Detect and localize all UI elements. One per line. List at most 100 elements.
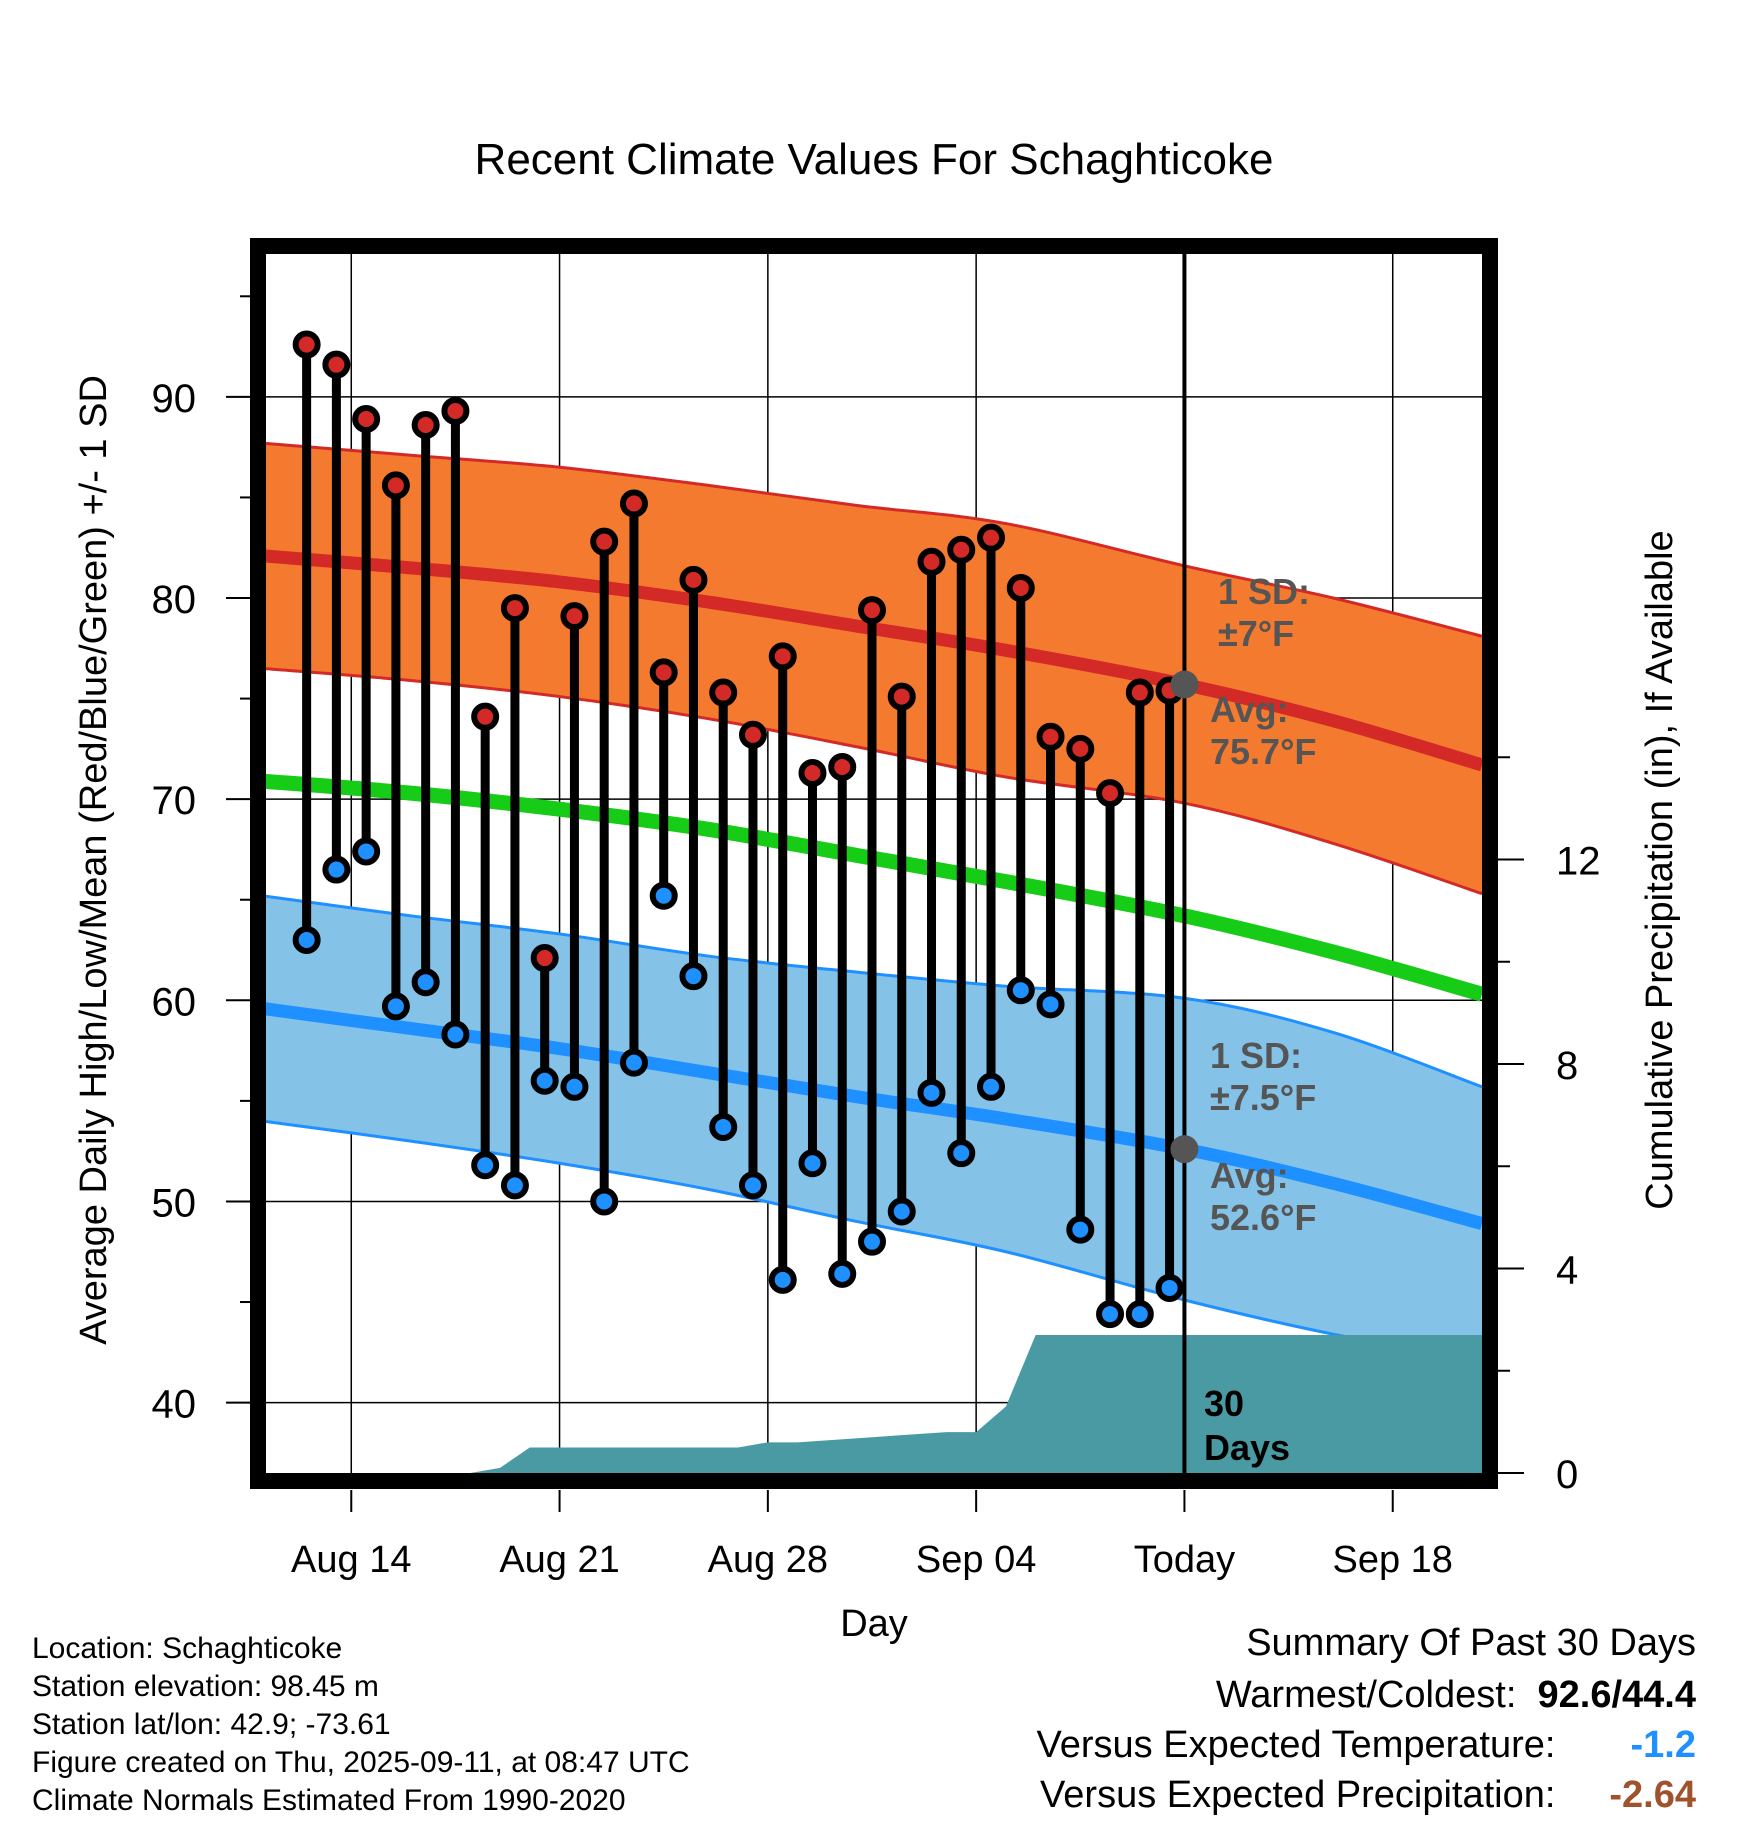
high-sd-annotation-value: ±7°F bbox=[1218, 613, 1294, 654]
y2-axis-label: Cumulative Precipitation (in), If Availa… bbox=[1639, 530, 1681, 1209]
y-axis-label: Average Daily High/Low/Mean (Red/Blue/Gr… bbox=[73, 375, 115, 1345]
info-latlon: Station lat/lon: 42.9; -73.61 bbox=[32, 1708, 391, 1741]
high-avg-annotation-label: Avg: bbox=[1210, 689, 1289, 730]
daily-low-point bbox=[768, 1265, 797, 1294]
daily-low-point bbox=[381, 992, 410, 1021]
info-created: Figure created on Thu, 2025-09-11, at 08… bbox=[32, 1746, 690, 1779]
daily-low-point bbox=[858, 1227, 886, 1256]
low-sd-band-lower-edge bbox=[262, 1119, 1483, 1362]
daily-low-point bbox=[947, 1139, 976, 1168]
daily-high-point bbox=[828, 752, 857, 781]
y2-tick-label: 0 bbox=[1556, 1453, 1578, 1497]
daily-high-point bbox=[590, 527, 619, 556]
daily-high-point bbox=[1036, 722, 1065, 751]
y2-tick-label: 8 bbox=[1556, 1044, 1578, 1088]
low-avg-annotation-value: 52.6°F bbox=[1210, 1197, 1316, 1238]
summary-warm-cold: Warmest/Coldest: 92.6/44.4 bbox=[1216, 1674, 1696, 1717]
x-tick-label: Sep 04 bbox=[916, 1539, 1036, 1581]
daily-low-point bbox=[1096, 1300, 1125, 1329]
summary-warm-cold-value: 92.6/44.4 bbox=[1537, 1674, 1696, 1716]
summary-precip-label: Versus Expected Precipitation: bbox=[1040, 1774, 1556, 1816]
daily-high-point bbox=[798, 759, 827, 788]
precip-area bbox=[262, 1334, 1482, 1473]
summary-title: Summary Of Past 30 Days bbox=[1246, 1622, 1696, 1664]
low-sd-annotation-label: 1 SD: bbox=[1210, 1035, 1302, 1076]
y2-tick-label: 4 bbox=[1556, 1249, 1578, 1293]
x-tick-label: Today bbox=[1134, 1539, 1235, 1581]
days-annotation-label: Days bbox=[1204, 1427, 1290, 1468]
daily-low-point bbox=[1125, 1300, 1154, 1329]
daily-low-point bbox=[530, 1066, 559, 1095]
daily-low-point bbox=[352, 837, 381, 866]
daily-high-point bbox=[947, 535, 976, 564]
y-tick-label: 60 bbox=[152, 980, 197, 1024]
daily-high-point bbox=[768, 642, 797, 671]
info-elevation: Station elevation: 98.45 m bbox=[32, 1670, 379, 1703]
daily-high-point bbox=[560, 602, 589, 631]
daily-low-point bbox=[292, 925, 321, 954]
daily-low-point bbox=[471, 1151, 500, 1180]
daily-high-point bbox=[292, 330, 321, 359]
daily-low-point bbox=[560, 1072, 589, 1101]
plot-frame bbox=[250, 238, 1498, 1489]
daily-high-point bbox=[679, 565, 708, 594]
summary-temp-label: Versus Expected Temperature: bbox=[1036, 1724, 1556, 1766]
daily-low-point bbox=[917, 1078, 946, 1107]
daily-low-point bbox=[1036, 990, 1065, 1019]
daily-low-point bbox=[500, 1171, 529, 1200]
daily-low-point bbox=[619, 1048, 648, 1077]
daily-high-point bbox=[441, 396, 470, 425]
daily-low-point bbox=[1006, 976, 1035, 1005]
daily-high-point bbox=[530, 944, 559, 973]
daily-low-point bbox=[977, 1072, 1006, 1101]
daily-low-point bbox=[649, 881, 678, 910]
low-avg-annotation-label: Avg: bbox=[1210, 1155, 1289, 1196]
high-avg-annotation-value: 75.7°F bbox=[1210, 731, 1316, 772]
daily-high-point bbox=[738, 720, 767, 749]
x-tick-label: Aug 14 bbox=[291, 1539, 411, 1581]
daily-high-point bbox=[500, 594, 529, 623]
y-tick-label: 90 bbox=[152, 377, 197, 421]
daily-low-point bbox=[679, 962, 708, 991]
daily-low-point bbox=[798, 1149, 827, 1178]
daily-low-point bbox=[411, 968, 440, 997]
summary-precip: Versus Expected Precipitation: -2.64 bbox=[1040, 1774, 1696, 1817]
daily-low-point bbox=[590, 1187, 619, 1216]
daily-high-point bbox=[352, 404, 381, 433]
info-location: Location: Schaghticoke bbox=[32, 1632, 343, 1665]
daily-low-point bbox=[738, 1171, 767, 1200]
daily-low-point bbox=[828, 1259, 857, 1288]
x-axis-label: Day bbox=[840, 1603, 908, 1645]
today-high-avg-marker bbox=[1170, 670, 1199, 699]
info-normals: Climate Normals Estimated From 1990-2020 bbox=[32, 1784, 626, 1817]
days-annotation-count: 30 bbox=[1204, 1383, 1244, 1424]
daily-low-point bbox=[1155, 1273, 1184, 1302]
daily-low-point bbox=[887, 1197, 916, 1226]
y-tick-label: 40 bbox=[152, 1383, 197, 1427]
daily-high-point bbox=[1066, 734, 1095, 763]
chart-title: Recent Climate Values For Schaghticoke bbox=[475, 135, 1274, 184]
daily-high-point bbox=[649, 658, 678, 687]
daily-low-point bbox=[709, 1113, 738, 1142]
daily-low-point bbox=[1066, 1215, 1095, 1244]
today-low-avg-marker bbox=[1170, 1135, 1199, 1164]
summary-warm-cold-label: Warmest/Coldest: bbox=[1215, 1674, 1517, 1716]
daily-high-point bbox=[1125, 678, 1154, 707]
summary-temp-value: -1.2 bbox=[1630, 1724, 1696, 1766]
daily-high-point bbox=[381, 471, 410, 500]
y-tick-label: 70 bbox=[152, 779, 197, 823]
y-tick-label: 50 bbox=[152, 1181, 197, 1225]
x-tick-label: Aug 21 bbox=[499, 1539, 619, 1581]
daily-high-point bbox=[619, 489, 648, 518]
daily-high-point bbox=[1096, 779, 1125, 808]
daily-high-point bbox=[411, 411, 440, 440]
x-tick-label: Aug 28 bbox=[708, 1539, 828, 1581]
daily-low-point bbox=[441, 1020, 470, 1049]
daily-high-point bbox=[977, 523, 1006, 552]
daily-low-point bbox=[322, 855, 351, 884]
x-tick-label: Sep 18 bbox=[1333, 1539, 1453, 1581]
daily-high-point bbox=[917, 547, 946, 576]
summary-temp: Versus Expected Temperature: -1.2 bbox=[1037, 1724, 1696, 1767]
y2-tick-label: 12 bbox=[1556, 840, 1601, 884]
